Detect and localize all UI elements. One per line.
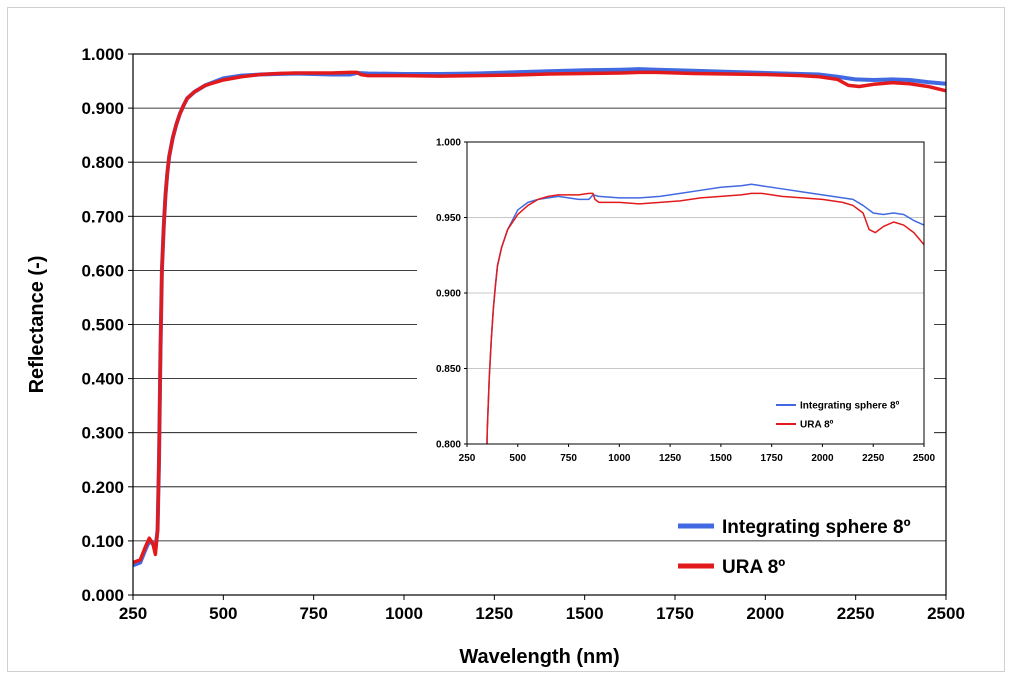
inset-y-tick-label-4: 1.000 [436, 138, 461, 149]
inset-y-tick-label-1: 0.850 [436, 364, 461, 375]
inset-x-tick-label-2: 750 [560, 453, 577, 464]
inset-x-tick-label-4: 1250 [659, 453, 682, 464]
main-legend: Integrating sphere 8º URA 8º [678, 517, 911, 578]
inset-y-tick-labels: 0.800 0.850 0.900 0.950 1.000 [436, 138, 467, 451]
main-y-tick-label-2: 0.200 [81, 478, 124, 497]
inset-series [486, 183, 924, 444]
main-y-tick-label-7: 0.700 [81, 207, 124, 226]
main-x-tick-label-5: 1500 [566, 604, 604, 623]
main-y-tick-label-9: 0.900 [81, 99, 124, 118]
inset-x-tick-label-7: 2000 [811, 453, 834, 464]
main-y-tick-label-8: 0.800 [81, 153, 124, 172]
main-x-tick-label-3: 1000 [385, 604, 423, 623]
main-x-tick-label-6: 1750 [656, 604, 694, 623]
main-y-tick-labels: 0.000 0.100 0.200 0.300 0.400 0.500 0.600 0.700… [81, 45, 133, 605]
main-y-tick-label-0: 0.000 [81, 586, 124, 605]
inset-x-tick-label-1: 500 [509, 453, 526, 464]
main-x-tick-label-2: 750 [299, 604, 327, 623]
figure-frame [7, 7, 1005, 672]
main-y-tick-label-6: 0.600 [81, 261, 124, 280]
main-x-tick-label-1: 500 [209, 604, 237, 623]
inset-x-tick-label-0: 250 [459, 453, 476, 464]
main-x-tick-label-7: 2000 [746, 604, 784, 623]
inset-legend-label-0: Integrating sphere 8º [800, 401, 900, 412]
main-series [133, 67, 946, 568]
main-series-line-1 [133, 70, 946, 565]
inset-background [417, 134, 934, 470]
inset-y-tick-label-0: 0.800 [436, 440, 461, 451]
inset-x-tick-label-3: 1000 [608, 453, 631, 464]
inset-legend-label-1: URA 8º [800, 420, 834, 431]
main-legend-label-0: Integrating sphere 8º [722, 517, 911, 538]
main-y-tick-label-3: 0.300 [81, 424, 124, 443]
x-axis-title: Wavelength (nm) [459, 646, 619, 668]
main-x-tick-label-4: 1250 [475, 604, 513, 623]
inset-x-tick-label-8: 2250 [862, 453, 885, 464]
inset-x-tick-label-6: 1750 [761, 453, 784, 464]
inset-y-tick-label-2: 0.900 [436, 289, 461, 300]
main-x-tick-label-9: 2500 [927, 604, 965, 623]
main-y-tick-label-5: 0.500 [81, 316, 124, 335]
inset-legend: Integrating sphere 8º URA 8º [776, 401, 900, 431]
inset-chart: 0.800 0.850 0.900 0.950 1.000 250 500 750 1000 1… [417, 134, 936, 470]
inset-x-tick-labels: 250 500 750 1000 1250 1500 1750 2000 2250 2500 [459, 444, 936, 464]
y-axis-title: Reflectance (-) [26, 256, 48, 394]
main-x-tick-labels: 250 500 750 1000 1250 1500 1750 2000 2250 2500 [119, 595, 965, 623]
main-y-tick-label-10: 1.000 [81, 45, 124, 64]
main-legend-label-1: URA 8º [722, 557, 785, 578]
inset-x-tick-label-5: 1500 [710, 453, 733, 464]
main-x-tick-label-8: 2250 [837, 604, 875, 623]
main-x-tick-label-0: 250 [119, 604, 147, 623]
inset-y-tick-label-3: 0.950 [436, 213, 461, 224]
inset-series-line-1 [486, 192, 924, 444]
inset-x-tick-label-9: 2500 [913, 453, 936, 464]
main-y-tick-label-4: 0.400 [81, 370, 124, 389]
main-y-tick-label-1: 0.100 [81, 532, 124, 551]
